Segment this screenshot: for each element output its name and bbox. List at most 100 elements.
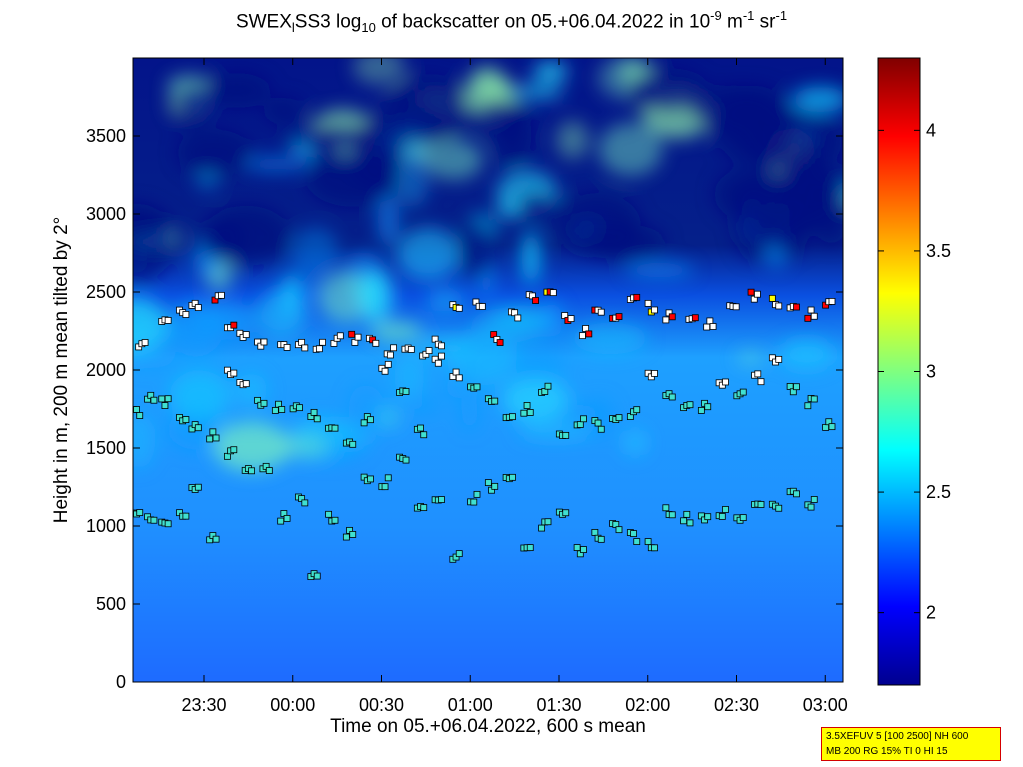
texture-blob [398, 399, 440, 412]
texture-blob [779, 339, 834, 370]
y-tick-label: 1000 [86, 516, 126, 536]
layer-marker [718, 513, 726, 520]
texture-blob [199, 216, 243, 261]
layer-marker [597, 425, 605, 433]
layer-marker [757, 378, 765, 386]
layer-marker [313, 572, 321, 580]
layer-markers [133, 288, 836, 581]
layer-marker [709, 323, 717, 330]
texture-blob [502, 377, 569, 423]
layer-marker [319, 338, 326, 346]
x-axis-label: Time on 05.+06.04.2022, 600 s mean [330, 716, 646, 737]
colorbar-axis: 2 2.5 3 3.5 4 [878, 120, 951, 623]
texture-blob [423, 139, 484, 180]
layer-marker [562, 431, 570, 439]
layer-marker [633, 538, 641, 545]
layer-marker [686, 401, 694, 409]
colorbar-tick-label: 2 [926, 603, 936, 623]
layer-marker [420, 431, 428, 439]
layer-marker [164, 520, 172, 528]
x-tick-label: 03:00 [803, 695, 848, 715]
colorbar [878, 58, 920, 685]
layer-marker [182, 416, 190, 423]
texture-blob [245, 156, 307, 172]
layer-marker [265, 467, 273, 474]
layer-marker [260, 399, 268, 407]
texture-blob [509, 347, 566, 381]
layer-marker [417, 424, 424, 432]
layer-marker [580, 415, 587, 423]
layer-marker [768, 294, 776, 302]
layer-marker [807, 306, 815, 314]
layer-marker [594, 419, 602, 427]
texture-blob [598, 122, 663, 176]
layer-marker [615, 313, 623, 320]
chart-title: SWEXlSS3 log10 of backscatter on 05.+06.… [235, 8, 788, 36]
layer-marker [532, 297, 539, 304]
layer-marker [804, 314, 812, 322]
y-axis: 0 500 1000 1500 2000 2500 3000 3500 [86, 126, 843, 692]
layer-marker [704, 403, 712, 411]
texture-blob [626, 69, 708, 114]
layer-marker [372, 339, 380, 347]
layer-marker [336, 332, 344, 340]
x-tick-label: 02:30 [714, 695, 759, 715]
texture-blob [689, 85, 777, 134]
layer-marker [615, 414, 623, 422]
layer-marker [668, 393, 676, 401]
layer-marker [425, 347, 433, 355]
layer-marker [349, 531, 357, 538]
y-tick-label: 1500 [86, 438, 126, 458]
texture-blob [275, 435, 330, 458]
layer-marker [349, 440, 357, 448]
layer-marker [230, 446, 238, 454]
texture-blob [561, 404, 601, 421]
layer-marker [520, 409, 528, 417]
layer-marker [526, 409, 534, 416]
layer-marker [662, 316, 670, 324]
texture-blob [394, 354, 425, 399]
y-tick-label: 2500 [86, 282, 126, 302]
layer-marker [301, 344, 309, 352]
layer-marker [722, 506, 729, 513]
layer-marker [224, 452, 231, 460]
layer-marker [691, 314, 699, 322]
texture-blob [496, 200, 518, 220]
x-tick-label: 01:00 [448, 695, 493, 715]
layer-marker [455, 304, 463, 312]
layer-marker [283, 515, 291, 522]
x-axis: 23:30 00:00 00:30 01:00 01:30 02:00 02:30 03:00 [181, 58, 848, 715]
layer-marker [315, 345, 323, 353]
layer-marker [828, 298, 836, 305]
layer-marker [544, 518, 552, 526]
layer-marker [230, 369, 238, 377]
layer-marker [473, 490, 481, 498]
layer-marker [278, 406, 286, 413]
texture-blob [310, 133, 341, 167]
layer-marker [194, 483, 202, 491]
layer-marker [706, 317, 714, 325]
layer-marker [331, 516, 339, 524]
layer-marker [793, 490, 800, 498]
layer-marker [271, 407, 279, 414]
texture-blob [264, 97, 304, 125]
layer-marker [136, 509, 144, 516]
texture-blob [177, 129, 253, 176]
layer-marker [662, 504, 670, 512]
layer-marker [452, 368, 460, 376]
layer-marker [296, 404, 303, 412]
layer-marker [822, 423, 830, 431]
texture-blob [133, 350, 176, 369]
layer-marker [141, 339, 149, 346]
y-tick-label: 3500 [86, 126, 126, 146]
layer-marker [739, 514, 747, 522]
heatmap-field [133, 58, 843, 682]
layer-marker [683, 510, 691, 518]
texture-blob [444, 375, 479, 399]
texture-blob [733, 181, 774, 260]
texture-blob [256, 289, 307, 338]
layer-marker [579, 332, 586, 340]
info-line-1: 3.5XEFUV 5 [100 2500] NH 600 [826, 731, 969, 742]
texture-blob [377, 191, 400, 248]
y-tick-label: 2000 [86, 360, 126, 380]
